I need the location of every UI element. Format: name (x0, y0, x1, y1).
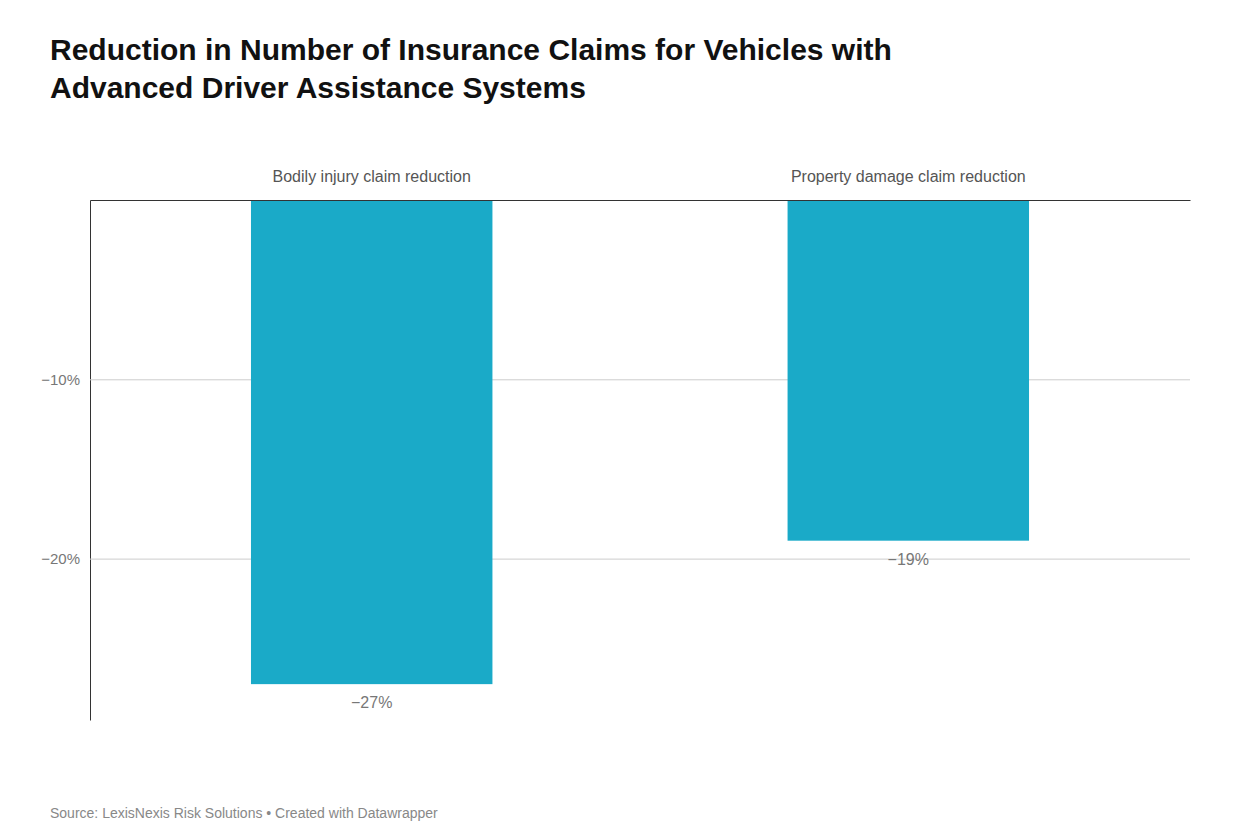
y-axis: −10% −20% (41, 201, 1190, 721)
title-line: Advanced Driver Assistance Systems (50, 71, 586, 104)
y-tick-label: −10% (41, 371, 80, 388)
x-tick: Property damage claim reduction (791, 168, 1026, 185)
category-label: Bodily injury claim reduction (273, 168, 471, 185)
x-tick: Bodily injury claim reduction (273, 168, 471, 185)
plot: −10% −20% Bodily injury claim reduction Pro… (41, 168, 1190, 721)
category-label: Property damage claim reduction (791, 168, 1026, 185)
data-labels: −27% −19% (351, 551, 929, 711)
chart: Reduction in Number of Insurance Claims … (0, 0, 1240, 840)
y-axis-line (90, 201, 91, 721)
bars (251, 200, 1029, 684)
data-label: −27% (351, 694, 392, 711)
title-line: Reduction in Number of Insurance Claims … (50, 33, 892, 66)
y-tick-label: −20% (41, 550, 80, 567)
source: Source: LexisNexis Risk Solutions • Crea… (50, 805, 438, 821)
x-axis: Bodily injury claim reduction Property da… (91, 168, 1191, 201)
bar (251, 200, 492, 684)
bar (788, 200, 1029, 541)
y-tick: −20% (41, 550, 1190, 567)
data-label: −19% (888, 551, 929, 568)
title: Reduction in Number of Insurance Claims … (50, 33, 892, 104)
x-axis-line (91, 200, 1191, 201)
